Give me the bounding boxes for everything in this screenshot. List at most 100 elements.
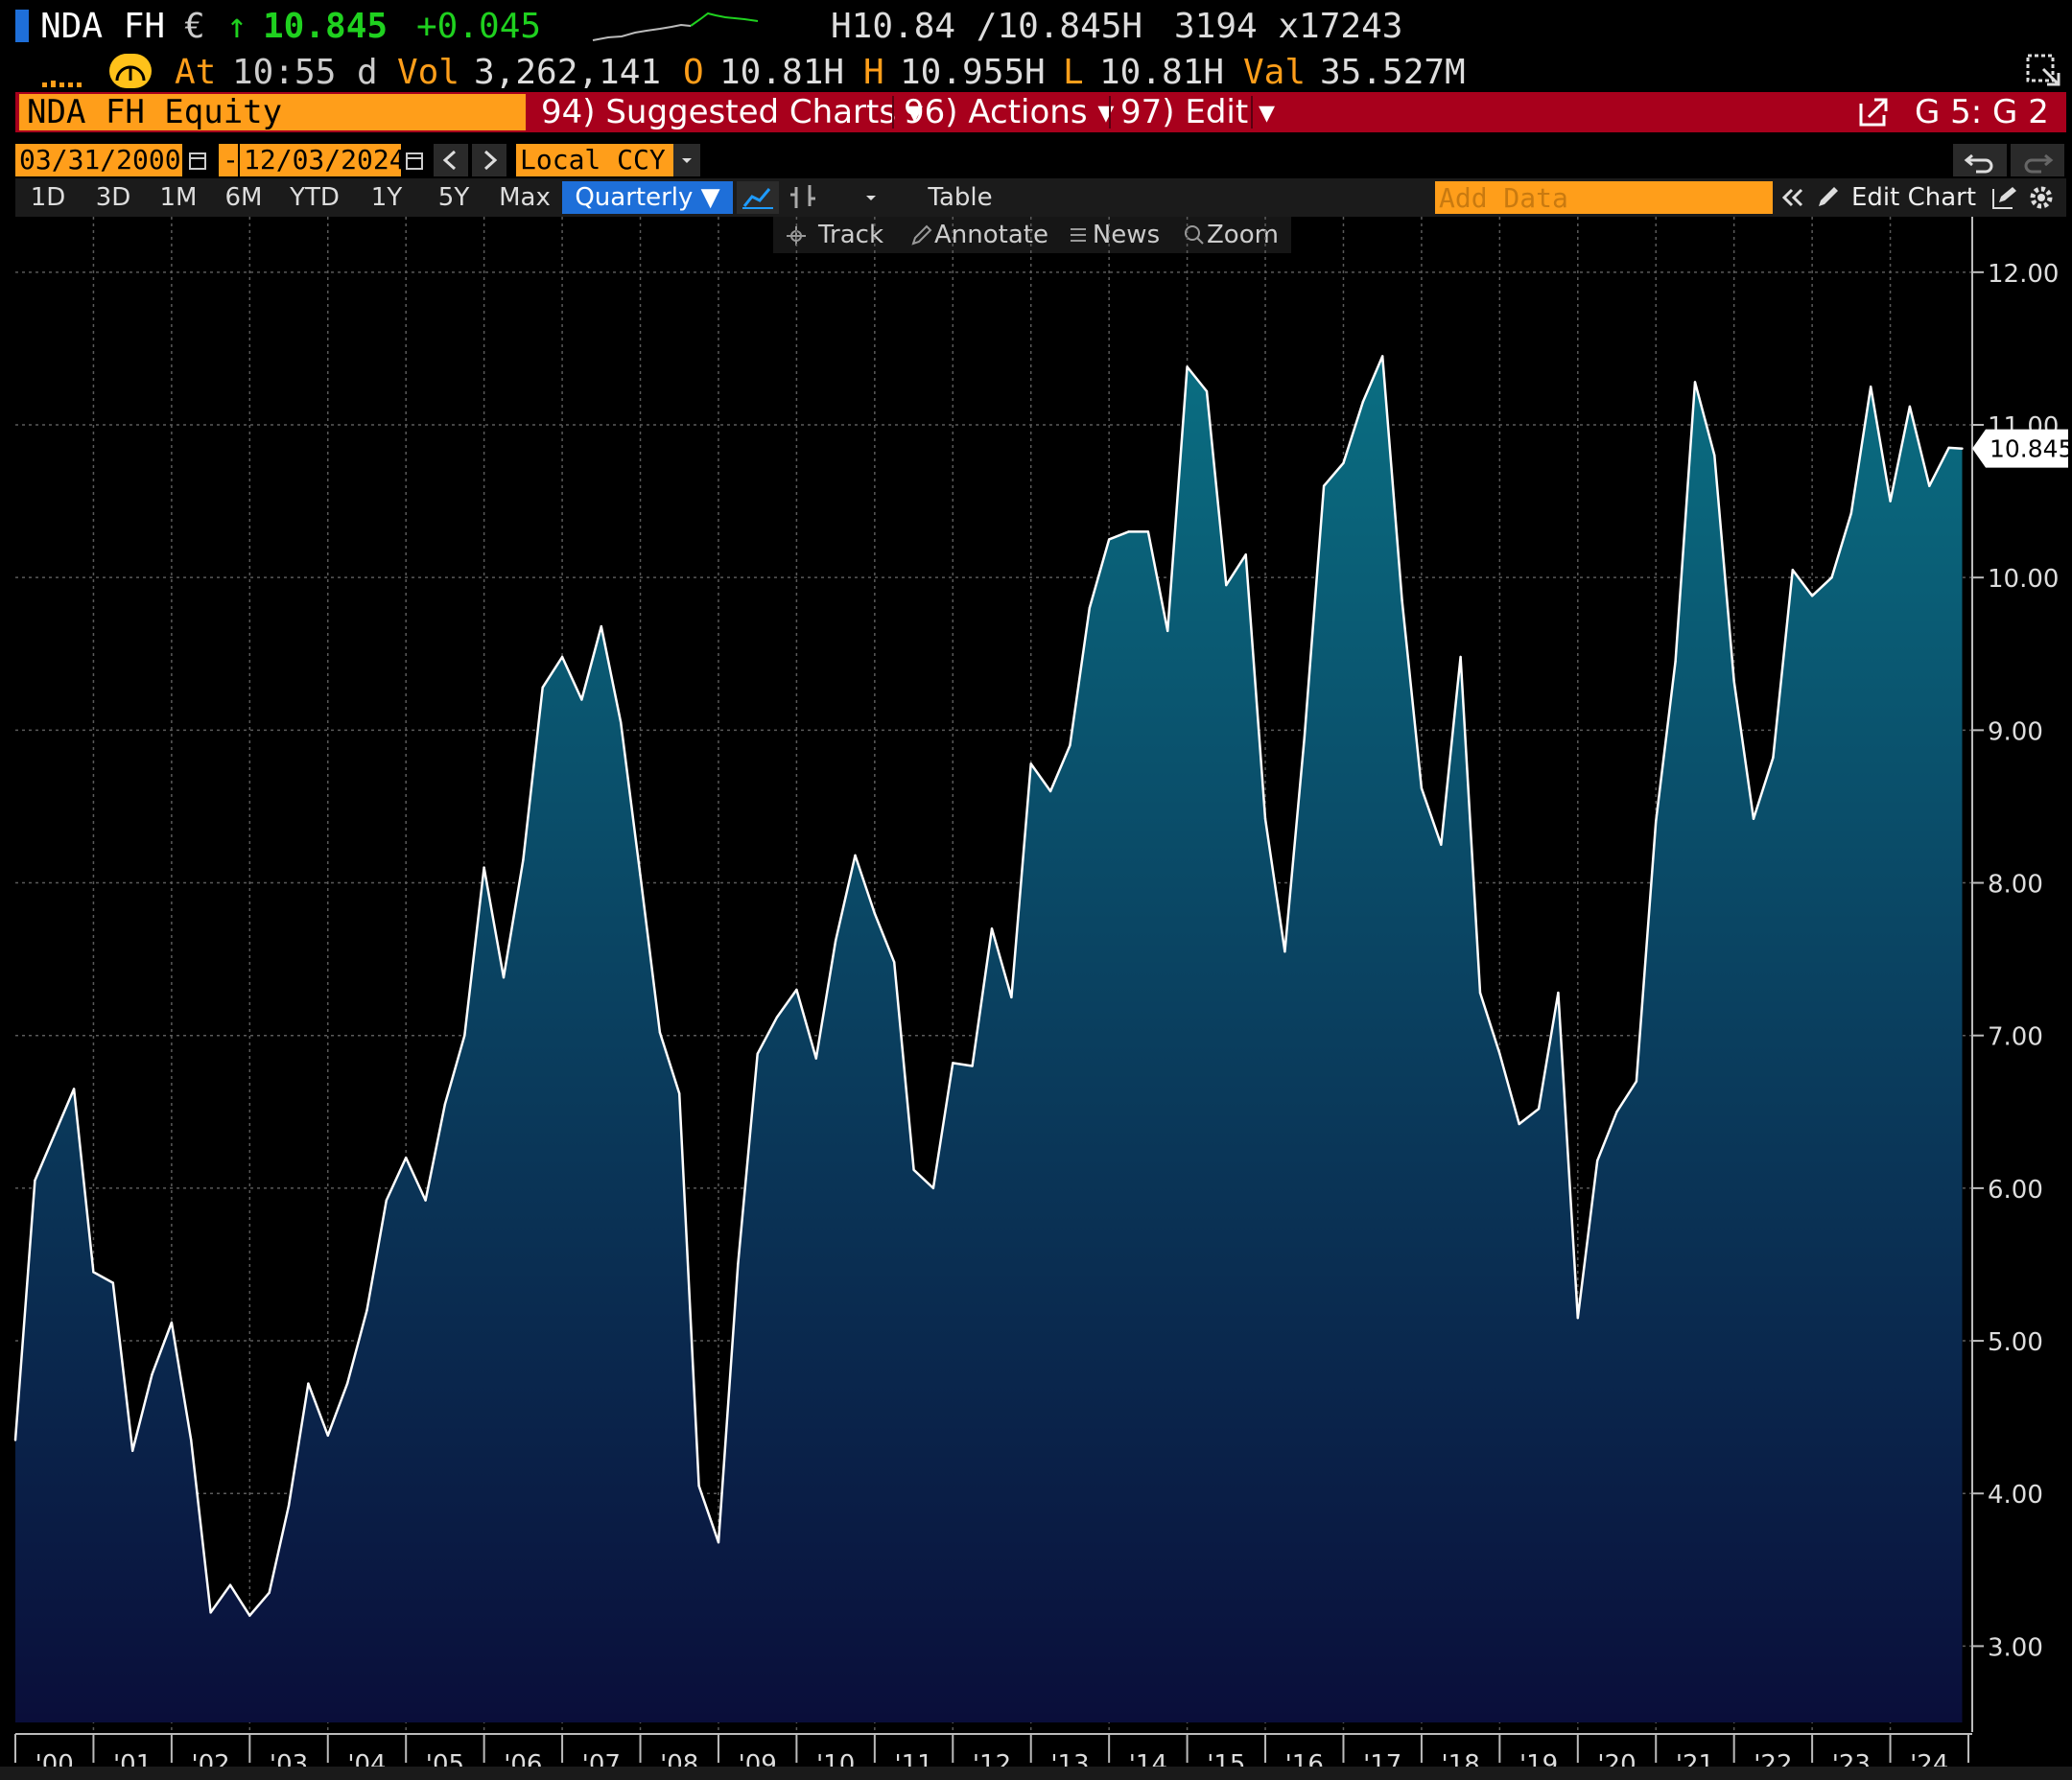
data-point (620, 721, 623, 724)
period-ytd-button[interactable]: YTD (290, 183, 340, 212)
data-point (1108, 538, 1111, 541)
data-point (737, 1263, 740, 1266)
add-data-input[interactable]: Add Data (1435, 181, 1773, 214)
data-point (1088, 606, 1092, 610)
data-point (1069, 744, 1071, 747)
export-icon[interactable] (1857, 96, 1892, 129)
currency-select[interactable]: Local CCY (516, 144, 673, 176)
data-point (952, 1062, 954, 1065)
status-strip (0, 1767, 2072, 1780)
end-date-input[interactable]: 12/03/2024 (240, 144, 406, 176)
edit-menu[interactable]: 97) Edit ▾ (1120, 93, 1276, 131)
range-dash: - (219, 144, 239, 176)
frequency-select[interactable]: Quarterly ▼ (562, 181, 733, 214)
up-arrow-icon: ↑ (226, 7, 247, 46)
prev-range-button[interactable] (434, 144, 468, 176)
data-point (443, 1103, 447, 1106)
bid-ask-quote: H10.84 /10.845H (831, 7, 1143, 46)
data-point (1440, 843, 1443, 846)
data-point (463, 1034, 466, 1037)
collapse-icon[interactable] (1777, 181, 1807, 214)
start-date-input[interactable]: 03/31/2000 (15, 144, 182, 176)
price-chart[interactable]: 3.004.005.006.007.008.009.0010.0011.0012… (0, 217, 2072, 1780)
period-max-button[interactable]: Max (499, 183, 551, 212)
traded-value: 35.527M (1320, 53, 1466, 92)
quote-line-2: At 10:55 d Vol 3,262,141 O 10.81H H 10.9… (0, 50, 2072, 92)
chevron-down-icon[interactable] (673, 144, 700, 176)
chart-type-dropdown[interactable] (850, 181, 892, 214)
data-point (405, 1156, 408, 1159)
data-point (600, 624, 602, 628)
data-point (1342, 461, 1345, 464)
redo-button[interactable] (2011, 144, 2064, 176)
data-point (1596, 1159, 1599, 1162)
calendar-icon[interactable] (405, 146, 426, 175)
data-point (1752, 817, 1755, 820)
period-1m-button[interactable]: 1M (159, 183, 198, 212)
data-point (1732, 680, 1735, 683)
data-point (541, 686, 544, 689)
data-point (1322, 484, 1326, 487)
data-point (1928, 484, 1931, 487)
data-point (1048, 789, 1052, 793)
data-point (1244, 553, 1247, 556)
vol-label: Vol (397, 53, 460, 92)
edit-chart-button[interactable]: Edit Chart (1850, 183, 1977, 212)
data-point (34, 1179, 36, 1183)
data-point (209, 1611, 212, 1614)
y-tick-label: 9.00 (1988, 717, 2043, 746)
data-point (1478, 991, 1482, 995)
data-point (756, 1052, 759, 1055)
edit-layout-icon[interactable] (1988, 181, 2022, 214)
ticker[interactable]: NDA FH (40, 7, 166, 46)
data-point (1263, 817, 1267, 820)
table-button[interactable]: Table (928, 183, 993, 212)
calendar-icon[interactable] (188, 146, 209, 175)
y-tick-label: 12.00 (1988, 260, 2059, 289)
data-point (1772, 756, 1775, 760)
undo-button[interactable] (1953, 144, 2007, 176)
period-1d-button[interactable]: 1D (30, 183, 66, 212)
data-point (345, 1382, 349, 1385)
line-chart-icon[interactable] (737, 181, 779, 214)
period-6m-button[interactable]: 6M (224, 183, 263, 212)
open-label: O (683, 53, 704, 92)
launch-window-icon[interactable] (2024, 52, 2064, 90)
data-point (854, 854, 857, 857)
data-point (1849, 512, 1853, 515)
high-price: 10.955H (900, 53, 1046, 92)
track-button[interactable]: Track (817, 221, 884, 249)
period-1y-button[interactable]: 1Y (370, 183, 403, 212)
suggested-charts-menu[interactable]: 94) Suggested Charts ▾ (541, 93, 923, 131)
gear-icon[interactable] (2024, 181, 2059, 214)
data-point (697, 1485, 700, 1487)
data-point (483, 866, 485, 869)
data-point (1810, 595, 1814, 597)
data-point (424, 1199, 427, 1202)
data-point (873, 912, 876, 915)
data-point (1459, 655, 1462, 659)
data-point (53, 1134, 56, 1136)
y-tick-label: 5.00 (1988, 1328, 2043, 1357)
period-5y-button[interactable]: 5Y (437, 183, 470, 212)
news-button[interactable]: News (1092, 221, 1161, 249)
data-point (1381, 355, 1384, 358)
actions-menu[interactable]: 96) Actions ▾ (904, 93, 1115, 131)
data-point (1420, 786, 1424, 789)
data-point (1635, 1080, 1638, 1083)
gauge-icon[interactable] (109, 54, 152, 88)
zoom-button[interactable]: Zoom (1207, 221, 1279, 249)
data-point (92, 1271, 95, 1274)
data-point (1870, 386, 1872, 388)
pencil-icon[interactable] (1811, 181, 1844, 214)
period-3d-button[interactable]: 3D (95, 183, 131, 212)
last-value-tag (1972, 429, 2068, 468)
security-field[interactable]: NDA FH Equity (19, 94, 526, 130)
data-point (931, 1186, 935, 1190)
data-point (1401, 598, 1403, 602)
next-range-button[interactable] (472, 144, 506, 176)
last-price: 10.845 (263, 7, 388, 46)
candle-chart-icon[interactable] (783, 181, 825, 214)
data-point (795, 988, 798, 992)
data-point (1283, 950, 1286, 953)
